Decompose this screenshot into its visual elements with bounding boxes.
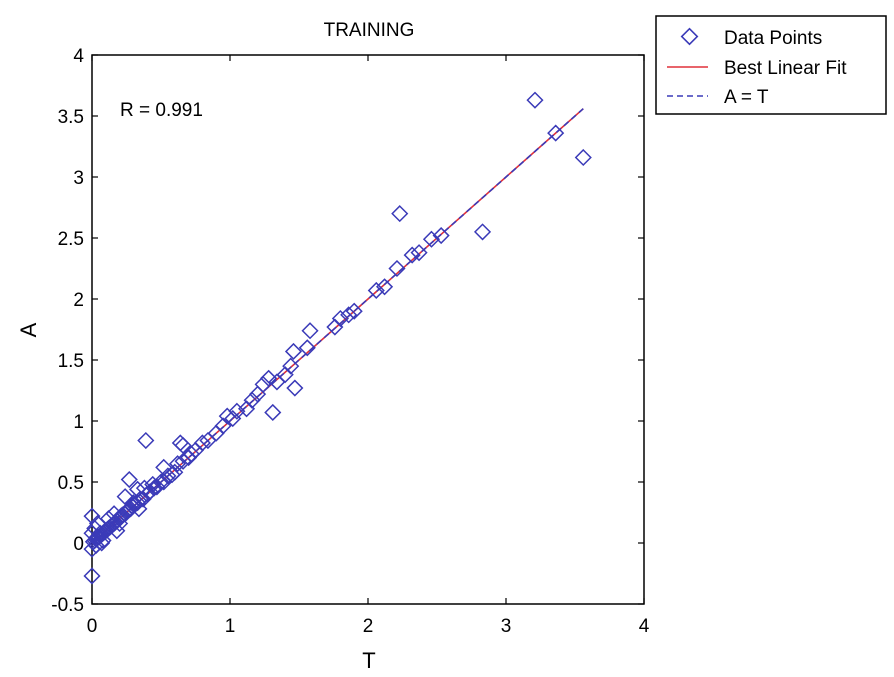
data-point: [547, 124, 565, 142]
x-tick-label: 0: [87, 616, 98, 637]
data-point: [174, 436, 192, 454]
data-point: [526, 91, 544, 109]
x-axis: 0 1 2 3 4: [87, 55, 650, 637]
data-point: [111, 514, 129, 533]
y-tick-label: 1.5: [58, 351, 84, 372]
y-tick-label: 2: [73, 290, 84, 311]
data-point: [137, 431, 155, 450]
x-tick-label: 1: [225, 616, 236, 637]
x-tick-label: 3: [501, 616, 512, 637]
legend-marker-data-points: [680, 27, 699, 46]
y-tick-label: 0: [73, 534, 84, 555]
data-point: [388, 259, 406, 278]
data-point: [99, 510, 118, 528]
data-point: [403, 246, 421, 264]
data-point: [155, 458, 173, 476]
data-point: [224, 409, 242, 428]
plot-frame: [91, 54, 645, 605]
data-point: [83, 567, 101, 585]
data-point: [108, 522, 126, 540]
data-point: [301, 322, 319, 340]
y-tick-label: 3.5: [58, 107, 84, 128]
data-point: [130, 500, 148, 518]
data-point: [574, 148, 592, 167]
data-point: [264, 403, 282, 422]
y-tick-label: -0.5: [51, 595, 84, 616]
chart-title: TRAINING: [324, 20, 415, 41]
data-point: [148, 478, 166, 496]
data-point: [91, 524, 109, 542]
data-point: [286, 379, 304, 397]
data-point: [422, 230, 441, 248]
data-point: [87, 536, 105, 555]
data-point: [326, 318, 344, 336]
legend-label-best-fit: Best Linear Fit: [724, 58, 847, 79]
data-point: [168, 455, 187, 473]
data-point: [237, 400, 256, 418]
data-point: [93, 534, 111, 552]
x-tick-label: 2: [363, 616, 374, 637]
data-points: [83, 91, 592, 585]
legend-label-data-points: Data Points: [724, 28, 822, 49]
fit-lines: [91, 108, 584, 544]
y-tick-label: 4: [73, 46, 84, 67]
data-point: [228, 402, 246, 420]
data-point: [298, 339, 316, 357]
data-point: [199, 431, 217, 450]
x-tick-label: 4: [639, 616, 650, 637]
data-point: [340, 306, 358, 324]
data-point: [116, 488, 134, 506]
y-tick-label: 2.5: [58, 229, 84, 250]
data-point: [155, 473, 173, 491]
legend-label-identity: A = T: [724, 87, 769, 108]
data-point: [432, 226, 450, 245]
data-point: [182, 445, 200, 463]
y-axis: -0.5 0 0.5 1 1.5 2 2.5 3 3.5 4: [51, 46, 644, 616]
x-axis-label: T: [362, 648, 375, 673]
data-point: [144, 475, 162, 494]
y-tick-label: 3: [73, 168, 84, 189]
data-point: [391, 205, 409, 223]
data-point: [120, 470, 138, 489]
data-point: [268, 373, 286, 391]
data-point: [83, 524, 101, 542]
y-tick-label: 0.5: [58, 473, 84, 494]
legend-box: [655, 15, 887, 115]
data-point: [367, 281, 385, 300]
data-point: [135, 479, 154, 497]
correlation-annotation: R = 0.991: [120, 100, 203, 121]
data-point: [218, 407, 236, 425]
data-point: [473, 223, 492, 241]
data-point: [128, 480, 147, 498]
y-axis-label: A: [16, 322, 41, 337]
data-point: [375, 278, 394, 296]
best-linear-fit-line: [91, 108, 584, 544]
legend: Data Points Best Linear Fit A = T: [655, 15, 887, 115]
y-tick-label: 1: [73, 412, 84, 433]
data-point: [284, 342, 303, 361]
